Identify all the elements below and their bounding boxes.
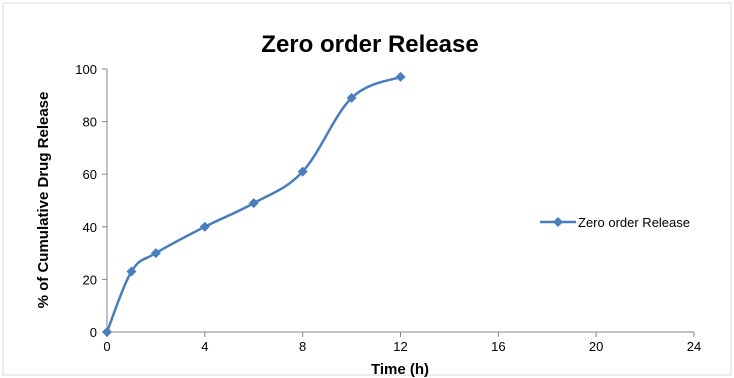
legend-label: Zero order Release: [578, 215, 690, 230]
y-tick-label: 100: [75, 62, 97, 77]
x-tick-label: 0: [103, 339, 110, 354]
legend-marker: [553, 217, 563, 227]
y-tick-label: 60: [83, 167, 97, 182]
y-tick-label: 0: [90, 325, 97, 340]
x-tick-label: 24: [687, 339, 701, 354]
x-tick-label: 8: [299, 339, 306, 354]
y-tick-label: 20: [83, 272, 97, 287]
x-tick-label: 20: [589, 339, 603, 354]
data-point: [297, 166, 308, 177]
data-point: [199, 221, 210, 232]
data-point: [248, 198, 259, 209]
y-tick-label: 80: [83, 115, 97, 130]
series-layer: [102, 71, 406, 337]
y-axis-label: % of Cumulative Drug Release: [35, 92, 52, 309]
data-point: [126, 266, 137, 277]
chart-title: Zero order Release: [261, 31, 478, 58]
x-tick-label: 12: [393, 339, 407, 354]
y-tick-label: 40: [83, 220, 97, 235]
x-axis-label: Time (h): [371, 361, 429, 378]
x-tick-label: 4: [201, 339, 208, 354]
x-tick-label: 16: [491, 339, 505, 354]
data-point: [395, 71, 406, 82]
data-point: [102, 327, 112, 337]
data-point: [346, 92, 357, 103]
data-point: [150, 248, 161, 259]
axes: 0 20 40 60 80 100 0 4 8 12 16 20 24: [75, 62, 701, 354]
legend: Zero order Release: [540, 215, 690, 230]
